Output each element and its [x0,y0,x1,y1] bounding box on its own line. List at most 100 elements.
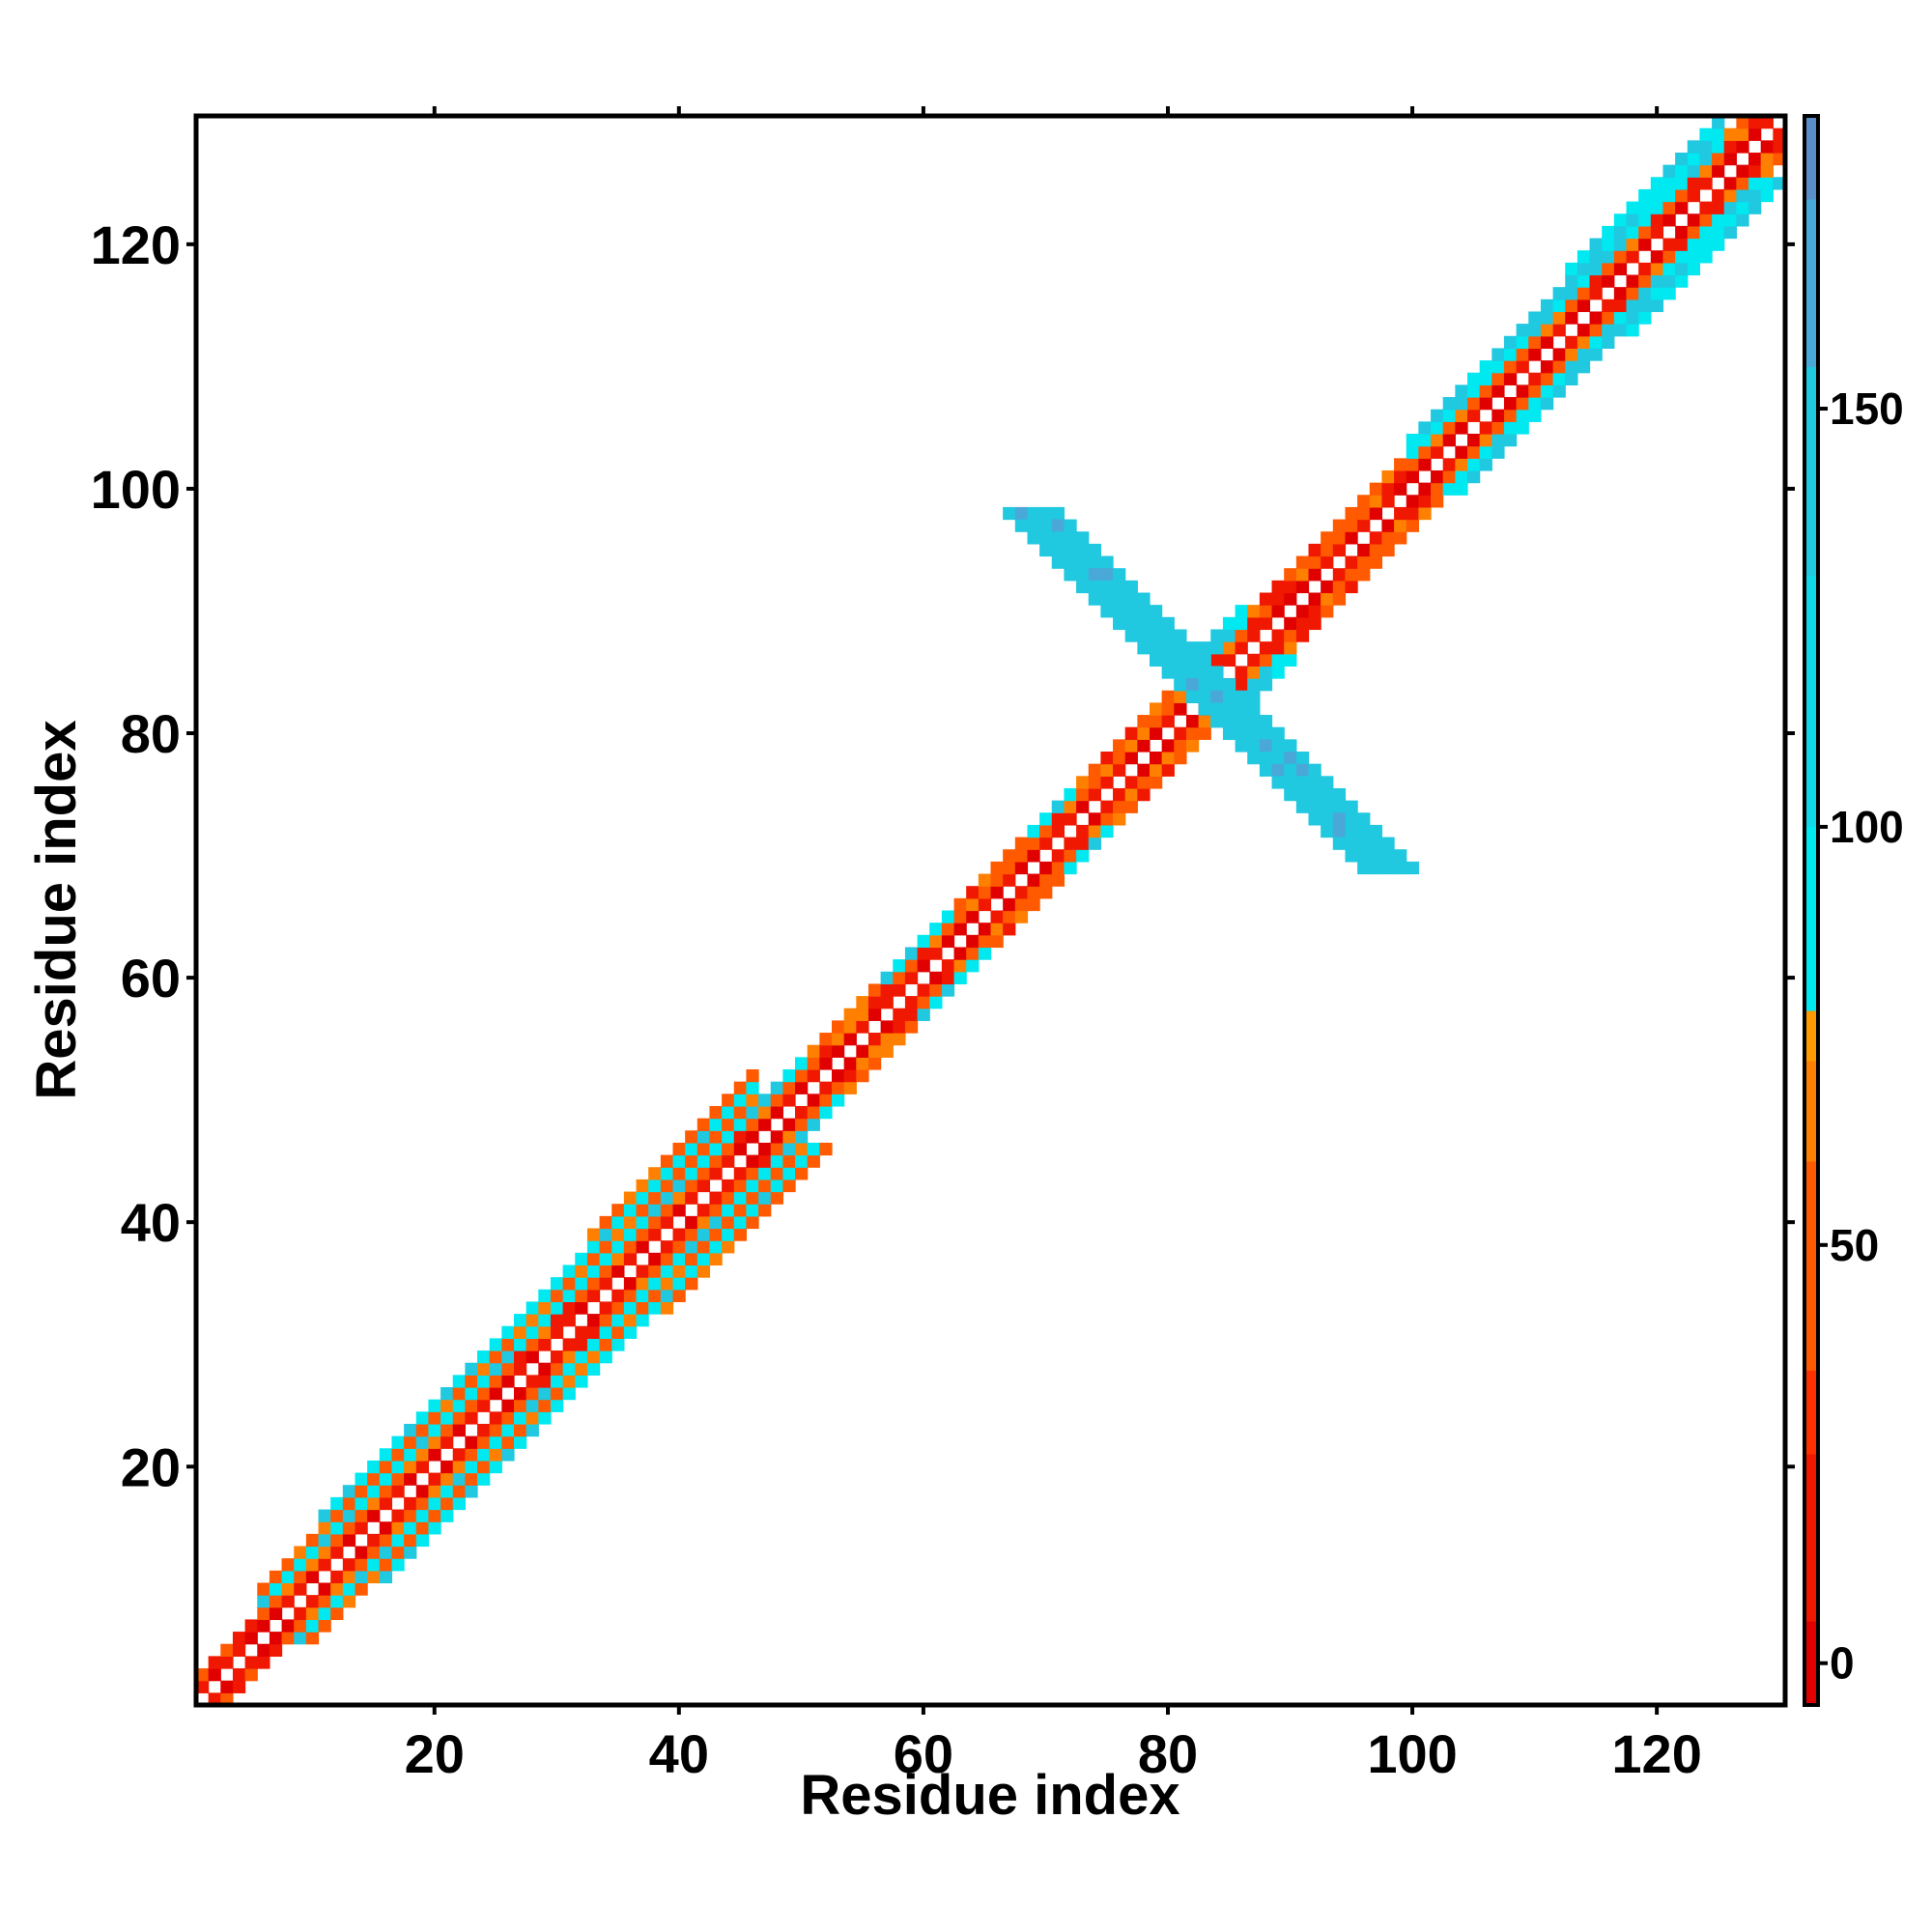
heatmap-cell [562,1289,576,1303]
heatmap-cell [1540,324,1554,337]
heatmap-cell [1528,324,1542,337]
plot-frame [193,113,1788,1708]
heatmap-cell [1687,262,1701,276]
heatmap-cell [966,886,980,899]
heatmap-cell [1406,445,1419,459]
heatmap-cell [1247,666,1261,679]
heatmap-cell [770,1142,783,1156]
heatmap-cell [269,1595,283,1608]
heatmap-cell [1027,873,1040,887]
heatmap-cell [489,1411,502,1425]
heatmap-cell [1332,580,1347,594]
heatmap-cell [1492,360,1505,374]
heatmap-cell [1113,812,1126,826]
heatmap-cell [1295,776,1310,789]
heatmap-cell [342,1521,356,1535]
heatmap-cell [391,1472,405,1486]
y-tick-label: 120 [91,214,181,275]
heatmap-cell [893,1008,906,1021]
heatmap-cell [1492,434,1505,447]
heatmap-cell [1185,690,1200,703]
heatmap-cell [1418,458,1432,471]
y-axis-label: Residue index [25,720,88,1099]
heatmap-cell [465,1472,478,1486]
heatmap-cell [1565,311,1578,325]
heatmap-cell [1528,348,1542,361]
heatmap-cell [269,1570,283,1584]
heatmap-cell [550,1325,564,1339]
heatmap-cell [1650,262,1664,276]
heatmap-cell [575,1350,588,1364]
heatmap-cell [807,1069,820,1083]
heatmap-cell [477,1375,491,1388]
heatmap-cell [342,1533,356,1548]
heatmap-cell [1736,201,1749,214]
heatmap-cell [1295,616,1310,631]
heatmap-cell [586,1252,601,1266]
heatmap-cell [1650,287,1664,300]
heatmap-cell [832,1069,845,1083]
heatmap-cell [281,1595,295,1608]
heatmap-cell [1381,861,1395,875]
heatmap-cell [550,1301,564,1315]
heatmap-cell [404,1521,417,1535]
heatmap-cell [746,1069,759,1083]
heatmap-cell [514,1387,527,1401]
heatmap-cell [294,1558,307,1572]
heatmap-cell [1321,543,1334,557]
heatmap-cell [623,1228,638,1241]
heatmap-cell [355,1521,368,1535]
heatmap-cell [1577,360,1591,374]
heatmap-cell [1442,469,1456,484]
heatmap-cell [501,1375,515,1388]
heatmap-cell [807,1094,820,1107]
heatmap-cell [318,1509,331,1522]
heatmap-cell [770,1179,783,1193]
heatmap-cell [1687,140,1701,154]
heatmap-cell [1124,776,1138,789]
heatmap-cell [415,1533,430,1548]
heatmap-cell [648,1191,662,1205]
heatmap-cell [452,1375,466,1388]
heatmap-cell [758,1204,772,1217]
heatmap-cell [391,1521,405,1535]
heatmap-cell [1418,445,1432,459]
heatmap-cell [696,1154,711,1168]
heatmap-cell [1345,506,1358,521]
heatmap-cell [1455,409,1468,422]
heatmap-cell [550,1375,564,1388]
heatmap-cell [1552,311,1566,325]
heatmap-cell [1381,849,1395,863]
heatmap-cell [880,1020,894,1034]
heatmap-cell [489,1448,502,1462]
heatmap-cell [1088,763,1101,777]
heatmap-cell [611,1215,625,1230]
heatmap-cell [1369,555,1383,569]
y-tick-label: 80 [121,703,181,764]
x-tick-label: 80 [1138,1723,1198,1784]
heatmap-cell [1345,812,1358,826]
heatmap-cell [330,1521,344,1535]
heatmap-cell [1516,348,1529,361]
heatmap-cell [355,1485,368,1498]
heatmap-cell [404,1546,417,1559]
heatmap-cell [1577,348,1591,361]
heatmap-cell [782,1179,796,1193]
heatmap-cell [1455,469,1468,484]
heatmap-cell [795,1069,809,1083]
heatmap-cell [722,1142,735,1156]
heatmap-cell [318,1546,331,1559]
heatmap-cell [782,1130,796,1144]
heatmap-cell [1369,506,1383,521]
heatmap-cell [342,1595,356,1608]
heatmap-cell [966,959,980,973]
heatmap-cell [1662,250,1676,264]
heatmap-cell [660,1252,674,1266]
heatmap-cell [1235,690,1248,703]
heatmap-cell [770,1191,783,1205]
heatmap-cell [819,1094,833,1107]
heatmap-cell [1418,434,1432,447]
heatmap-cell [1271,726,1285,740]
heatmap-cell [1308,787,1321,802]
heatmap-cell [1014,910,1029,923]
